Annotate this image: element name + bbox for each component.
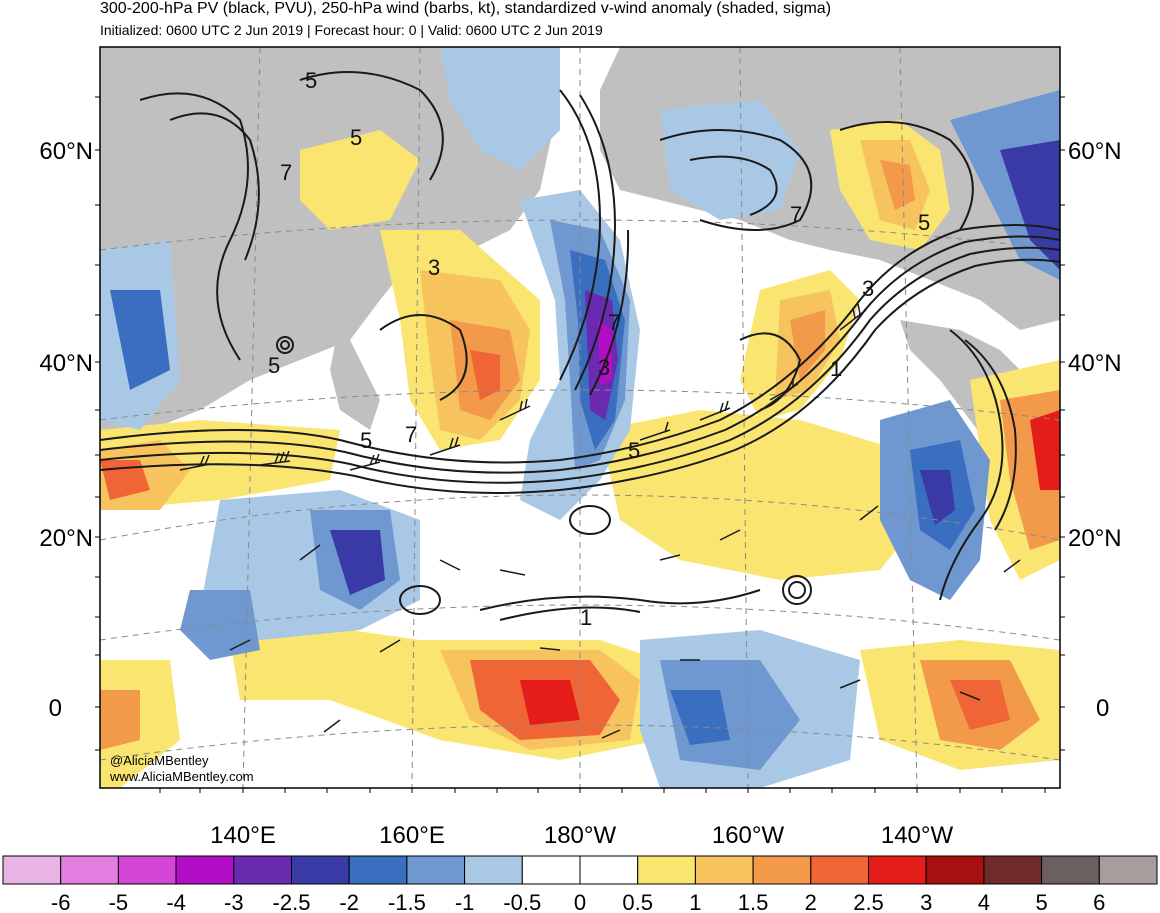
contour-label: 1 bbox=[580, 605, 592, 630]
colorbar-swatch bbox=[175, 855, 235, 885]
lat-label-60n: 60°N bbox=[39, 138, 93, 165]
axis-ticks bbox=[95, 96, 1065, 793]
colorbar-tick-label: 4 bbox=[978, 890, 990, 913]
pv-contours bbox=[100, 71, 1060, 621]
latitude-labels-left: 60°N 40°N 20°N 0 bbox=[39, 138, 93, 722]
contour-label: 7 bbox=[790, 202, 802, 227]
contour-label: 7 bbox=[405, 422, 417, 447]
lon-label-160w: 160°W bbox=[712, 822, 785, 849]
colorbar-swatch bbox=[117, 855, 177, 885]
contour-label: 7 bbox=[280, 160, 292, 185]
lat-label-20n: 20°N bbox=[1068, 525, 1122, 552]
colorbar-tick-label: -0.5 bbox=[503, 890, 541, 913]
colorbar-tick-label: -2 bbox=[339, 890, 359, 913]
colorbar-swatch bbox=[464, 855, 523, 885]
lat-label-0: 0 bbox=[49, 695, 62, 722]
credit-handle: @AliciaMBentley bbox=[110, 753, 209, 768]
colorbar-tick-label: 6 bbox=[1093, 890, 1105, 913]
contour-label: 3 bbox=[428, 255, 440, 280]
colorbar-tick-label: 1.5 bbox=[738, 890, 769, 913]
wind-barbs bbox=[179, 303, 1021, 739]
colorbar-labels: -6 -5 -4 -3 -2.5 -2 -1.5 -1 -0.5 0 0.5 1 1.5 2 2.5 3 4 5 6 bbox=[51, 890, 1106, 913]
lat-label-20n: 20°N bbox=[39, 525, 93, 552]
colorbar-swatch bbox=[348, 855, 408, 885]
colorbar-tick-label: -3 bbox=[224, 890, 244, 913]
colorbar-swatch bbox=[1098, 855, 1158, 885]
colorbar-tick-label: 3 bbox=[920, 890, 932, 913]
lat-label-40n: 40°N bbox=[1068, 350, 1122, 377]
contour-label: 5 bbox=[360, 428, 372, 453]
colorbar-tick-label: -1.5 bbox=[388, 890, 426, 913]
colorbar-tick-label: 0 bbox=[574, 890, 586, 913]
colorbar-tick-label: -1 bbox=[455, 890, 475, 913]
colorbar-tick-label: -4 bbox=[166, 890, 186, 913]
colorbar bbox=[2, 855, 1158, 885]
contour-label: 3 bbox=[862, 276, 874, 301]
contour-label: 5 bbox=[268, 353, 280, 378]
contour-label: 5 bbox=[918, 210, 930, 235]
colorbar-tick-label: 2 bbox=[805, 890, 817, 913]
colorbar-tick-label: -2.5 bbox=[273, 890, 311, 913]
latitude-labels-right: 60°N 40°N 20°N 0 bbox=[1068, 138, 1122, 722]
colorbar-swatch bbox=[1041, 855, 1100, 885]
lat-label-60n: 60°N bbox=[1068, 138, 1122, 165]
contour-label: 3 bbox=[598, 355, 610, 380]
map-title: 300-200-hPa PV (black, PVU), 250-hPa win… bbox=[100, 0, 832, 17]
colorbar-tick-label: -5 bbox=[109, 890, 129, 913]
contour-label: 5 bbox=[350, 125, 362, 150]
credit-website: www.AliciaMBentley.com bbox=[109, 769, 254, 784]
colorbar-swatch bbox=[925, 855, 985, 885]
map-plot-area: 5 5 7 5 3 7 3 5 7 5 3 1 7 5 1 @AliciaMBe… bbox=[100, 47, 1060, 788]
colorbar-swatch bbox=[406, 855, 466, 885]
colorbar-tick-label: 5 bbox=[1035, 890, 1047, 913]
lon-label-140w: 140°W bbox=[881, 822, 954, 849]
colorbar-swatch bbox=[2, 855, 62, 885]
colorbar-swatch bbox=[637, 855, 696, 885]
colorbar-swatch bbox=[60, 855, 119, 885]
contour-labels: 5 5 7 5 3 7 3 5 7 5 3 1 7 5 1 bbox=[268, 68, 930, 630]
lon-label-140e: 140°E bbox=[210, 822, 276, 849]
colorbar-swatch bbox=[579, 855, 639, 885]
lon-label-160e: 160°E bbox=[379, 822, 445, 849]
contour-label: 5 bbox=[628, 438, 640, 463]
map-subtitle: Initialized: 0600 UTC 2 Jun 2019 | Forec… bbox=[100, 22, 603, 38]
lat-label-0: 0 bbox=[1096, 695, 1109, 722]
colorbar-swatch bbox=[521, 855, 581, 885]
colorbar-swatch bbox=[868, 855, 927, 885]
colorbar-swatch bbox=[694, 855, 754, 885]
colorbar-tick-label: -6 bbox=[51, 890, 71, 913]
contour-label: 5 bbox=[305, 68, 317, 93]
colorbar-swatch bbox=[752, 855, 812, 885]
positive-anomaly-shading bbox=[100, 120, 1060, 788]
colorbar-swatch bbox=[983, 855, 1043, 885]
longitude-labels: 140°E 160°E 180°W 160°W 140°W bbox=[210, 822, 953, 849]
contour-label: 7 bbox=[608, 310, 620, 335]
colorbar-tick-label: 2.5 bbox=[853, 890, 884, 913]
colorbar-swatch bbox=[233, 855, 293, 885]
lon-label-180w: 180°W bbox=[544, 822, 617, 849]
colorbar-tick-label: 0.5 bbox=[622, 890, 653, 913]
contour-label: 1 bbox=[830, 356, 842, 381]
colorbar-swatch bbox=[291, 855, 350, 885]
colorbar-tick-label: 1 bbox=[689, 890, 701, 913]
colorbar-swatch bbox=[810, 855, 869, 885]
lat-label-40n: 40°N bbox=[39, 350, 93, 377]
